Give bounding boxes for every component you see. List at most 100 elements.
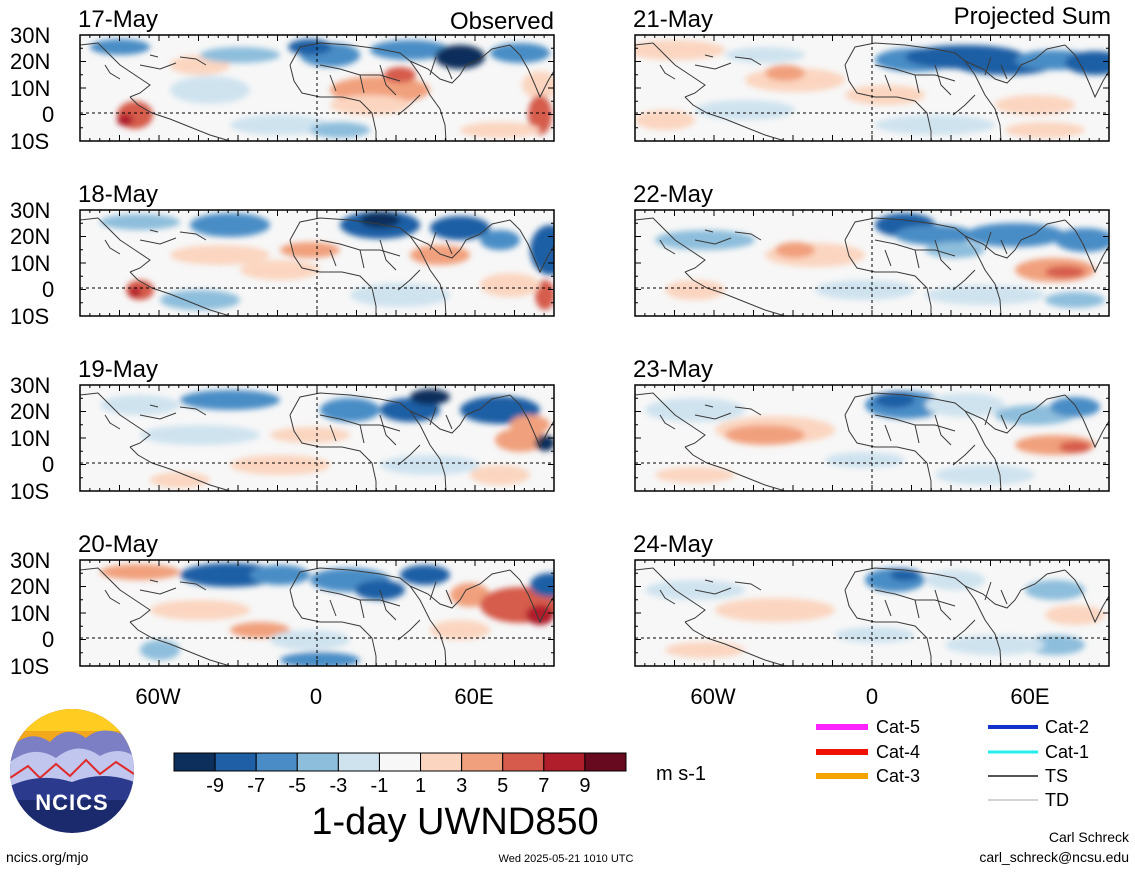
panel-observed-3: 19-May <box>78 356 555 492</box>
panel-observed-1: 17-May <box>78 6 555 142</box>
panel-date: 20-May <box>78 531 158 558</box>
lat-label: 0 <box>42 102 54 127</box>
map-outline <box>634 209 1110 317</box>
colorbar-swatch <box>296 752 339 772</box>
lat-label: 0 <box>42 452 54 477</box>
lat-label: 10N <box>10 601 50 626</box>
colorbar-tick-label: 1 <box>415 775 426 797</box>
field-layer <box>80 560 554 666</box>
colorbar-tick-label: -5 <box>288 775 306 797</box>
panel-date: 23-May <box>633 356 713 383</box>
panel-date: 17-May <box>78 6 158 33</box>
lat-label: 10N <box>10 76 50 101</box>
panel-date: 19-May <box>78 356 158 383</box>
panel-projected-2: 22-May <box>633 181 1110 317</box>
footer-timestamp: Wed 2025-05-21 1010 UTC <box>499 853 634 865</box>
lat-labels-row-3: 30N 20N 10N 0 10S <box>10 373 54 504</box>
colorbar-tick-label: 3 <box>456 775 467 797</box>
projected-label: Projected Sum <box>954 3 1111 30</box>
lon-label: 0 <box>310 684 322 709</box>
panel-date: 18-May <box>78 181 158 208</box>
footer-author: Carl Schreck <box>1049 829 1130 845</box>
lat-label: 20N <box>10 574 50 599</box>
lon-label: 60W <box>135 684 180 709</box>
colorbar-ticks: -9 -7 -5 -3 -1 1 3 5 7 9 <box>206 775 590 797</box>
logo-text: NCICS <box>35 790 108 815</box>
colorbar: -9 -7 -5 -3 -1 1 3 5 7 9 m s-1 1-day UWND850 <box>173 752 706 843</box>
lat-label: 10S <box>10 654 49 679</box>
panel-observed-2: 18-May <box>78 181 555 317</box>
legend-label: Cat-3 <box>876 766 920 786</box>
map-outline <box>79 559 555 667</box>
legend-label: Cat-2 <box>1045 717 1089 737</box>
colorbar-tick-label: 5 <box>497 775 508 797</box>
lat-label: 30N <box>10 198 50 223</box>
colorbar-swatches <box>173 752 627 772</box>
lat-label: 30N <box>10 23 50 48</box>
map-outline <box>79 34 555 142</box>
colorbar-tick-label: 9 <box>579 775 590 797</box>
map-outline <box>634 34 1110 142</box>
colorbar-swatch <box>502 752 545 772</box>
colorbar-tick-label: -9 <box>206 775 224 797</box>
lat-label: 0 <box>42 627 54 652</box>
lon-labels-projected: 60W 0 60E <box>690 684 1049 709</box>
lat-label: 10S <box>10 129 49 154</box>
lon-labels-observed: 60W 0 60E <box>135 684 493 709</box>
lat-label: 10N <box>10 426 50 451</box>
colorbar-swatch <box>255 752 298 772</box>
field-layer <box>635 210 1109 316</box>
legend-label: TD <box>1045 790 1069 810</box>
lat-label: 30N <box>10 373 50 398</box>
panel-date: 21-May <box>633 6 713 33</box>
lat-labels-row-1: 30N 20N 10N 0 10S <box>10 23 54 154</box>
panel-date: 22-May <box>633 181 713 208</box>
map-outline <box>634 384 1110 492</box>
storm-legend: Cat-5 Cat-4 Cat-3 Cat-2 Cat-1 TS TD <box>816 717 1089 810</box>
lon-label: 60W <box>690 684 735 709</box>
field-layer <box>80 210 554 316</box>
footer-email: carl_schreck@ncsu.edu <box>979 849 1129 865</box>
lat-labels-row-2: 30N 20N 10N 0 10S <box>10 198 54 329</box>
colorbar-swatch <box>214 752 257 772</box>
panel-date: 24-May <box>633 531 713 558</box>
lat-label: 20N <box>10 224 50 249</box>
lat-label: 10S <box>10 479 49 504</box>
colorbar-units: m s-1 <box>656 763 706 785</box>
lat-label: 30N <box>10 548 50 573</box>
colorbar-swatch <box>543 752 586 772</box>
panel-projected-3: 23-May <box>633 356 1110 492</box>
colorbar-tick-label: -7 <box>247 775 265 797</box>
colorbar-swatch <box>173 752 216 772</box>
panel-observed-4: 20-May <box>78 531 555 667</box>
colorbar-tick-label: -1 <box>371 775 389 797</box>
colorbar-tick-label: 7 <box>538 775 549 797</box>
lat-label: 10N <box>10 251 50 276</box>
legend-label: Cat-4 <box>876 742 920 762</box>
colorbar-swatch <box>420 752 463 772</box>
footer-url: ncics.org/mjo <box>6 849 89 865</box>
lon-label: 60E <box>1010 684 1049 709</box>
observed-label: Observed <box>450 8 554 35</box>
lat-label: 10S <box>10 304 49 329</box>
legend-label: TS <box>1045 766 1068 786</box>
field-layer <box>635 385 1109 491</box>
lat-label: 0 <box>42 277 54 302</box>
panel-projected-1: 21-May <box>633 6 1110 142</box>
field-layer <box>80 385 554 491</box>
lat-label: 20N <box>10 399 50 424</box>
field-layer <box>80 35 554 141</box>
ncics-logo: NCICS <box>10 709 134 833</box>
colorbar-swatch <box>378 752 422 772</box>
colorbar-title: 1-day UWND850 <box>311 801 598 843</box>
map-outline <box>634 559 1110 667</box>
map-outline <box>79 209 555 317</box>
colorbar-swatch <box>337 752 380 772</box>
colorbar-tick-label: -3 <box>329 775 347 797</box>
map-outline <box>79 384 555 492</box>
legend-label: Cat-1 <box>1045 742 1089 762</box>
lat-labels-row-4: 30N 20N 10N 0 10S <box>10 548 54 679</box>
colorbar-swatch <box>461 752 504 772</box>
